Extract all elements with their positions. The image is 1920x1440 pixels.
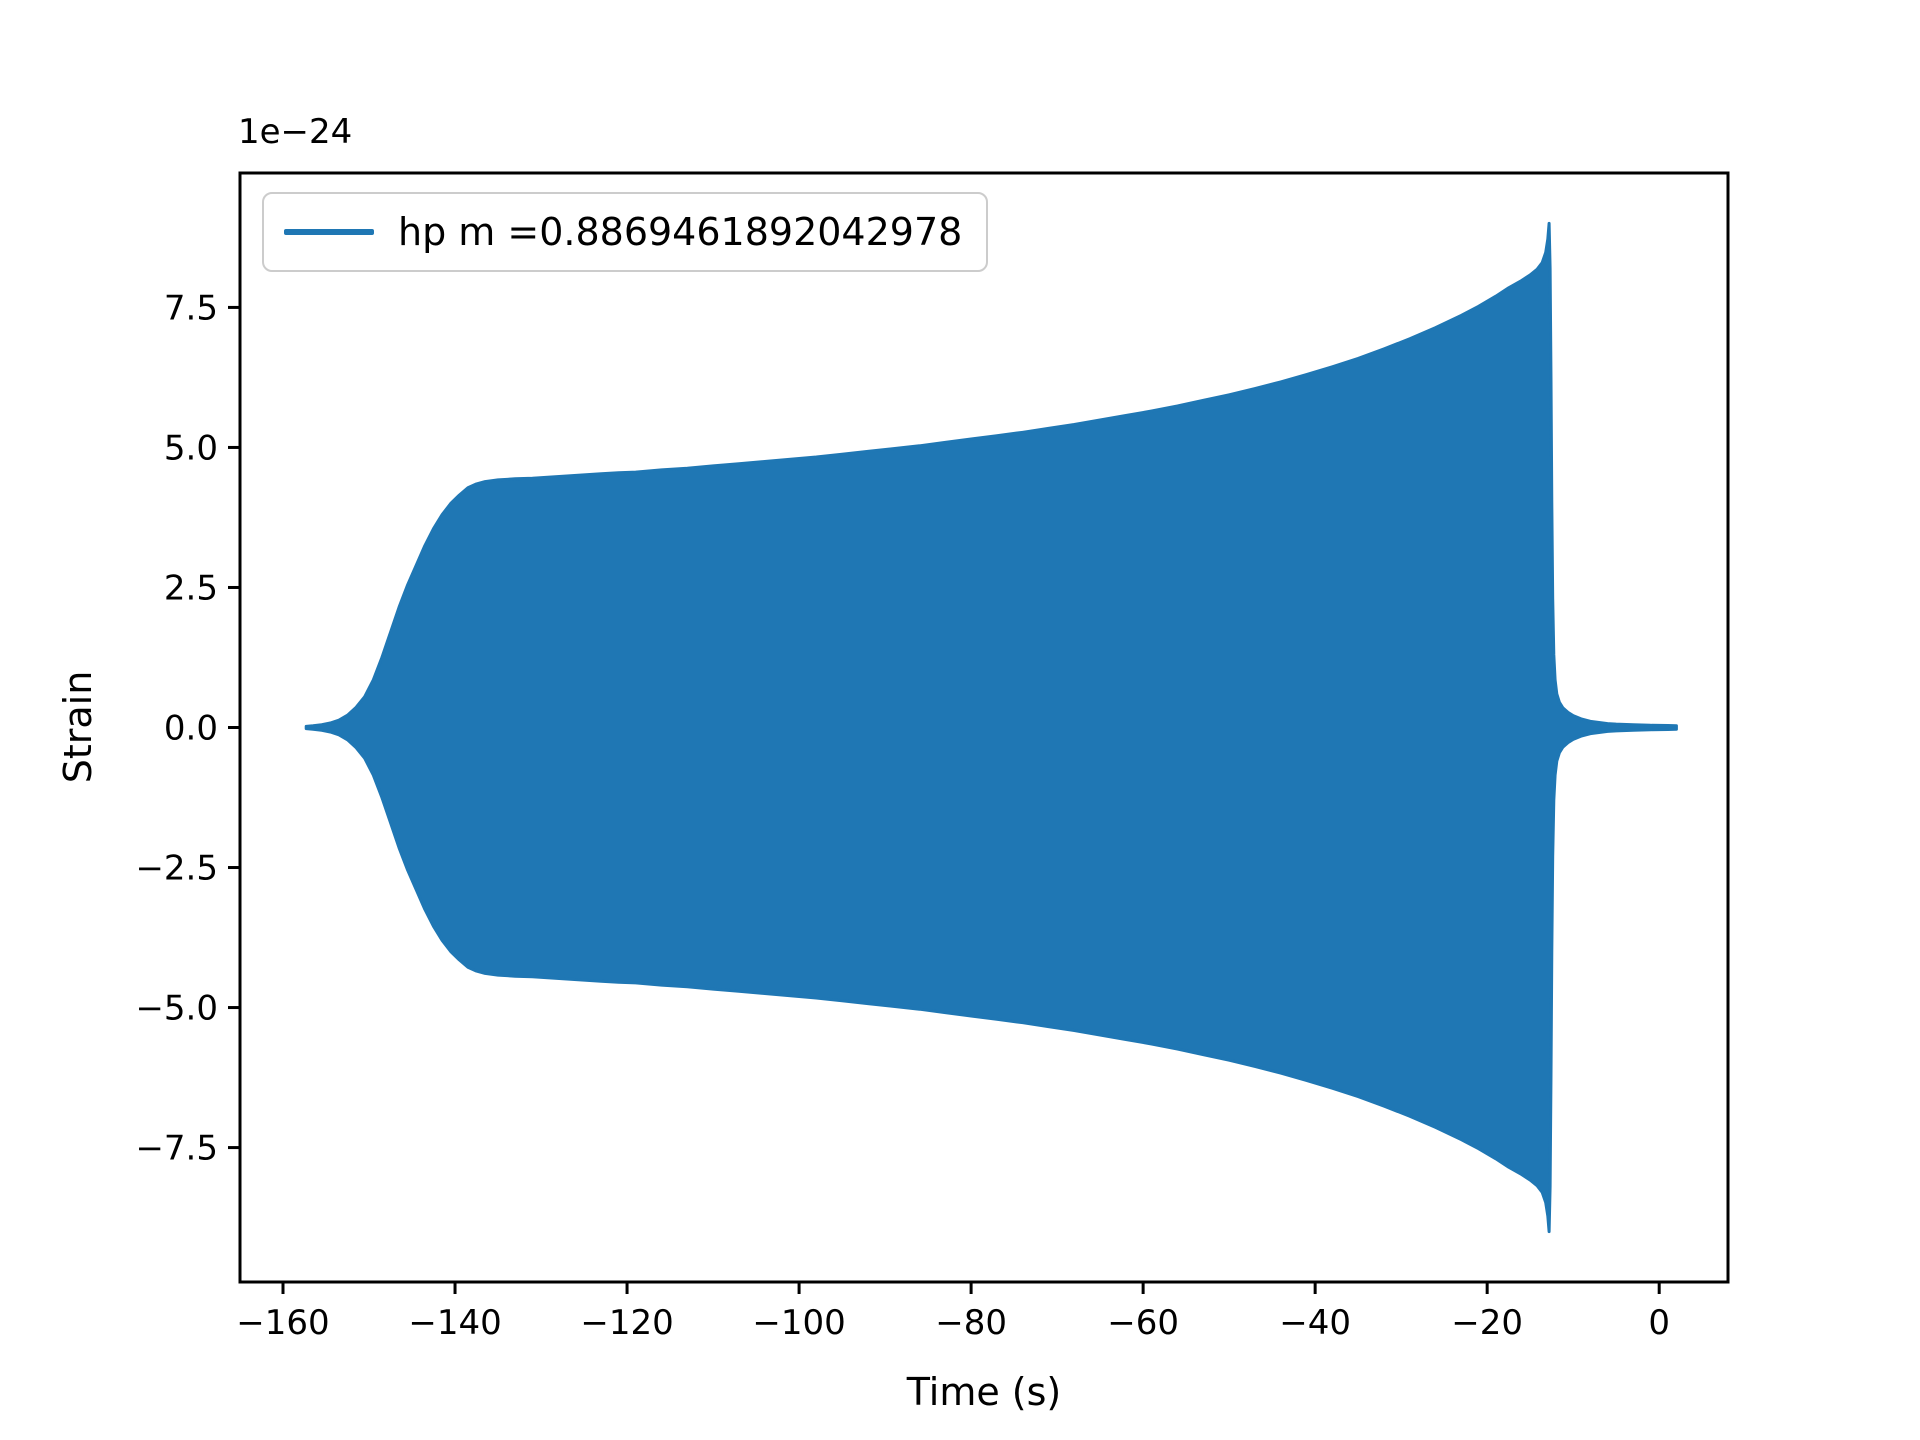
- y-axis-label: Strain: [56, 670, 100, 784]
- y-tick-label: −5.0: [135, 989, 218, 1029]
- y-tick-label: 5.0: [164, 428, 218, 468]
- waveform-area: [304, 221, 1678, 1234]
- legend: hp m =0.8869461892042978: [262, 192, 989, 272]
- y-tick-label: 2.5: [164, 568, 218, 608]
- x-tick-label: −60: [1107, 1303, 1179, 1343]
- legend-line-sample: [284, 229, 374, 235]
- y-tick-label: −2.5: [135, 849, 218, 889]
- y-tick-label: 7.5: [164, 288, 218, 328]
- y-tick-label: 0.0: [164, 709, 218, 749]
- x-tick-label: −140: [408, 1303, 501, 1343]
- x-tick-label: −80: [935, 1303, 1007, 1343]
- x-tick-label: −100: [752, 1303, 845, 1343]
- legend-label: hp m =0.8869461892042978: [398, 210, 963, 254]
- x-axis-label: Time (s): [906, 1370, 1062, 1414]
- x-tick-label: −40: [1279, 1303, 1351, 1343]
- x-tick-label: −20: [1451, 1303, 1523, 1343]
- x-tick-label: 0: [1648, 1303, 1670, 1343]
- x-tick-label: −120: [580, 1303, 673, 1343]
- y-axis-offset-text: 1e−24: [238, 112, 353, 152]
- y-tick-label: −7.5: [135, 1129, 218, 1169]
- x-tick-label: −160: [236, 1303, 329, 1343]
